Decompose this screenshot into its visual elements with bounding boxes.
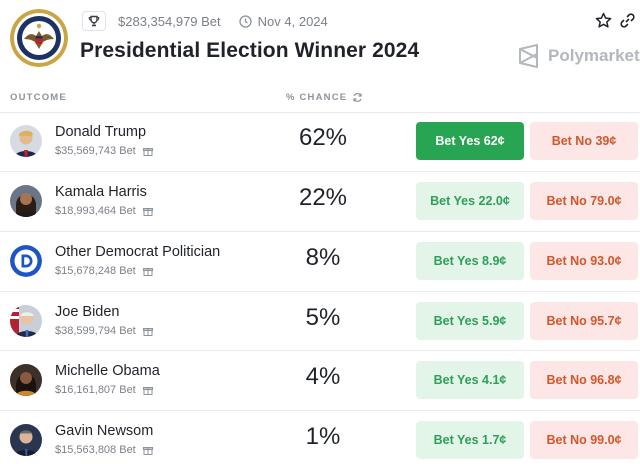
- clock-icon: [239, 14, 252, 28]
- column-header-outcome-label: OUTCOME: [10, 92, 67, 103]
- bet-no-button[interactable]: Bet No 96.8¢: [530, 361, 638, 399]
- market-header: $283,354,979 Bet Nov 4, 2024 Presidentia…: [0, 0, 640, 84]
- column-header-chance[interactable]: % CHANCE: [286, 92, 363, 103]
- bet-no-button[interactable]: Bet No 93.0¢: [530, 242, 638, 280]
- outcome-volume: $16,161,807 Bet: [55, 384, 153, 396]
- outcome-volume: $35,569,743 Bet: [55, 145, 153, 157]
- outcome-name[interactable]: Michelle Obama: [55, 363, 160, 379]
- outcome-volume: $18,993,464 Bet: [55, 205, 153, 217]
- outcome-volume: $38,599,794 Bet: [55, 325, 153, 337]
- outcome-chance: 4%: [305, 363, 341, 390]
- bet-yes-button[interactable]: Bet Yes 22.0¢: [416, 182, 524, 220]
- outcome-row-other-democrat: Other Democrat Politician $15,678,248 Be…: [0, 232, 640, 291]
- header-divider: [0, 112, 640, 113]
- favorite-button[interactable]: [593, 10, 613, 30]
- row-divider: [0, 350, 640, 351]
- gift-icon: [142, 268, 153, 276]
- column-header-outcome: OUTCOME: [10, 92, 67, 103]
- trophy-icon: [82, 11, 106, 31]
- link-icon: [619, 12, 635, 28]
- row-divider: [0, 231, 640, 232]
- page-title: Presidential Election Winner 2024: [80, 39, 420, 62]
- outcome-bet-amount: $16,161,807 Bet: [55, 384, 136, 396]
- outcome-row-harris: Kamala Harris $18,993,464 Bet 22% Bet Ye…: [0, 172, 640, 231]
- outcome-chance: 62%: [298, 124, 348, 151]
- outcome-name[interactable]: Kamala Harris: [55, 184, 147, 200]
- market-end-date: Nov 4, 2024: [257, 13, 328, 29]
- refresh-icon[interactable]: [352, 92, 363, 103]
- bet-yes-button[interactable]: Bet Yes 1.7¢: [416, 421, 524, 459]
- outcome-chance: 22%: [298, 184, 348, 211]
- bet-no-button[interactable]: Bet No 95.7¢: [530, 302, 638, 340]
- column-header-chance-label: % CHANCE: [286, 92, 348, 103]
- avatar: [10, 125, 42, 157]
- market-meta: $283,354,979 Bet Nov 4, 2024: [82, 11, 328, 31]
- outcome-name[interactable]: Joe Biden: [55, 304, 120, 320]
- bet-yes-button[interactable]: Bet Yes 62¢: [416, 122, 524, 160]
- outcome-name[interactable]: Donald Trump: [55, 124, 147, 140]
- star-icon: [595, 12, 611, 28]
- bet-no-button[interactable]: Bet No 79.0¢: [530, 182, 638, 220]
- outcome-chance: 8%: [305, 244, 341, 271]
- gift-icon: [142, 148, 153, 156]
- bet-yes-button[interactable]: Bet Yes 4.1¢: [416, 361, 524, 399]
- outcome-bet-amount: $15,563,808 Bet: [55, 444, 136, 456]
- presidential-seal-icon: [10, 9, 68, 67]
- outcome-row-michelle-obama: Michelle Obama $16,161,807 Bet 4% Bet Ye…: [0, 351, 640, 410]
- outcome-row-newsom: Gavin Newsom $15,563,808 Bet 1% Bet Yes …: [0, 411, 640, 464]
- outcome-name[interactable]: Other Democrat Politician: [55, 244, 221, 260]
- avatar: [10, 424, 42, 456]
- outcome-name[interactable]: Gavin Newsom: [55, 423, 154, 439]
- avatar: [10, 364, 42, 396]
- outcome-chance: 5%: [305, 304, 341, 331]
- total-volume: $283,354,979 Bet: [118, 13, 221, 29]
- bet-no-button[interactable]: Bet No 39¢: [530, 122, 638, 160]
- outcome-volume: $15,563,808 Bet: [55, 444, 153, 456]
- gift-icon: [142, 447, 153, 455]
- outcome-row-trump: Donald Trump $35,569,743 Bet 62% Bet Yes…: [0, 112, 640, 171]
- outcome-volume: $15,678,248 Bet: [55, 265, 153, 277]
- gift-icon: [142, 387, 153, 395]
- bet-yes-button[interactable]: Bet Yes 8.9¢: [416, 242, 524, 280]
- outcome-bet-amount: $15,678,248 Bet: [55, 265, 136, 277]
- outcome-chance: 1%: [305, 423, 341, 450]
- outcome-bet-amount: $18,993,464 Bet: [55, 205, 136, 217]
- bet-yes-button[interactable]: Bet Yes 5.9¢: [416, 302, 524, 340]
- row-divider: [0, 410, 640, 411]
- polymarket-logo-icon: [519, 44, 538, 68]
- gift-icon: [142, 208, 153, 216]
- bet-no-button[interactable]: Bet No 99.0¢: [530, 421, 638, 459]
- polymarket-logo[interactable]: Polymarket: [518, 44, 640, 68]
- outcome-bet-amount: $38,599,794 Bet: [55, 325, 136, 337]
- avatar: [10, 305, 42, 337]
- row-divider: [0, 291, 640, 292]
- avatar: [10, 185, 42, 217]
- outcome-bet-amount: $35,569,743 Bet: [55, 145, 136, 157]
- outcome-row-biden: Joe Biden $38,599,794 Bet 5% Bet Yes 5.9…: [0, 292, 640, 351]
- row-divider: [0, 171, 640, 172]
- gift-icon: [142, 328, 153, 336]
- brand-name: Polymarket: [548, 46, 640, 65]
- democrat-logo-icon: [10, 245, 42, 277]
- copy-link-button[interactable]: [617, 10, 637, 30]
